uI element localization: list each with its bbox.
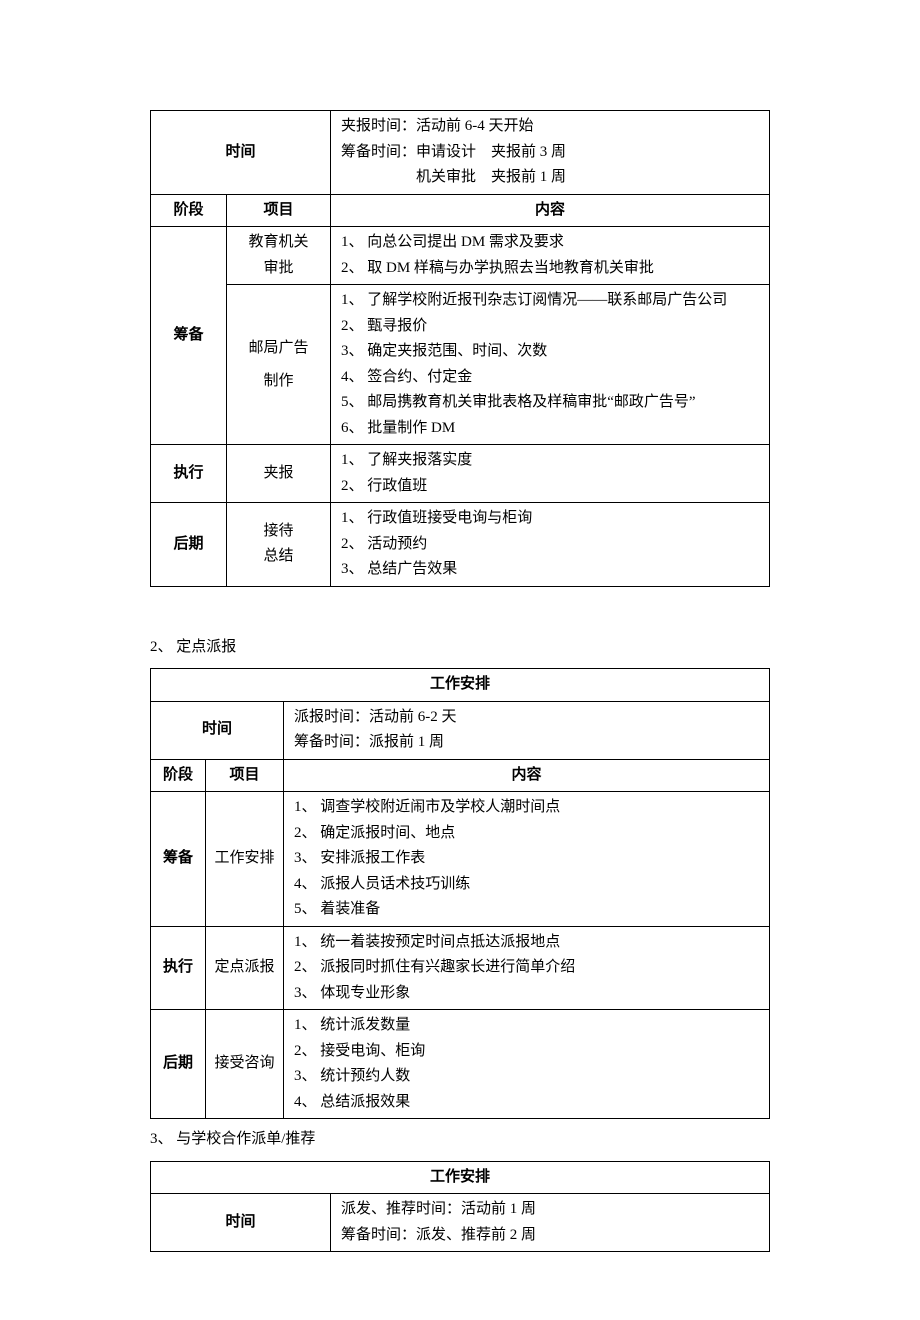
text-line: 机关审批 夹报前 1 周 xyxy=(341,165,761,191)
table-row: 邮局广告 制作 1、 了解学校附近报刊杂志订阅情况——联系邮局广告公司 2、 甄… xyxy=(151,285,770,445)
table-row: 时间 派发、推荐时间：活动前 1 周 筹备时间：派发、推荐前 2 周 xyxy=(151,1194,770,1252)
time-label-cell: 时间 xyxy=(151,1194,331,1252)
text-line: 2、 派报同时抓住有兴趣家长进行简单介绍 xyxy=(294,955,761,981)
section-heading-3: 3、 与学校合作派单/推荐 xyxy=(150,1127,770,1153)
table-row: 执行 定点派报 1、 统一着装按预定时间点抵达派报地点 2、 派报同时抓住有兴趣… xyxy=(151,926,770,1010)
text-line: 2、 确定派报时间、地点 xyxy=(294,821,761,847)
header-item: 项目 xyxy=(206,759,284,792)
content-cell: 1、 统计派发数量 2、 接受电询、柜询 3、 统计预约人数 4、 总结派报效果 xyxy=(284,1010,770,1119)
table-title: 工作安排 xyxy=(151,669,770,702)
item-cell: 接受咨询 xyxy=(206,1010,284,1119)
text-line: 2、 活动预约 xyxy=(341,532,761,558)
content-cell: 1、 调查学校附近闹市及学校人潮时间点 2、 确定派报时间、地点 3、 安排派报… xyxy=(284,792,770,927)
text-line: 2、 甄寻报价 xyxy=(341,314,761,340)
phase-cell: 筹备 xyxy=(151,792,206,927)
text-line: 5、 着装准备 xyxy=(294,897,761,923)
header-item: 项目 xyxy=(227,194,331,227)
phase-cell: 执行 xyxy=(151,445,227,503)
content-cell: 1、 行政值班接受电询与柜询 2、 活动预约 3、 总结广告效果 xyxy=(331,503,770,587)
text-line: 筹备时间：派发、推荐前 2 周 xyxy=(341,1223,761,1249)
phase-cell: 筹备 xyxy=(151,227,227,445)
phase-cell: 后期 xyxy=(151,1010,206,1119)
time-content-cell: 派发、推荐时间：活动前 1 周 筹备时间：派发、推荐前 2 周 xyxy=(331,1194,770,1252)
phase-cell: 后期 xyxy=(151,503,227,587)
text-line: 3、 确定夹报范围、时间、次数 xyxy=(341,339,761,365)
text-line: 3、 统计预约人数 xyxy=(294,1064,761,1090)
header-phase: 阶段 xyxy=(151,759,206,792)
text-line: 派报时间：活动前 6-2 天 xyxy=(294,705,761,731)
time-content-cell: 派报时间：活动前 6-2 天 筹备时间：派报前 1 周 xyxy=(284,701,770,759)
text-line: 1、 调查学校附近闹市及学校人潮时间点 xyxy=(294,795,761,821)
content-cell: 1、 统一着装按预定时间点抵达派报地点 2、 派报同时抓住有兴趣家长进行简单介绍… xyxy=(284,926,770,1010)
text-line: 1、 了解学校附近报刊杂志订阅情况——联系邮局广告公司 xyxy=(341,288,761,314)
text-line: 2、 接受电询、柜询 xyxy=(294,1039,761,1065)
header-content: 内容 xyxy=(331,194,770,227)
table-row: 筹备 教育机关 审批 1、 向总公司提出 DM 需求及要求 2、 取 DM 样稿… xyxy=(151,227,770,285)
text-line: 6、 批量制作 DM xyxy=(341,416,761,442)
time-content-cell: 夹报时间：活动前 6-4 天开始 筹备时间：申请设计 夹报前 3 周 机关审批 … xyxy=(331,111,770,195)
text-line: 4、 派报人员话术技巧训练 xyxy=(294,872,761,898)
table-title: 工作安排 xyxy=(151,1161,770,1194)
item-cell: 工作安排 xyxy=(206,792,284,927)
text-line: 5、 邮局携教育机关审批表格及样稿审批“邮政广告号” xyxy=(341,390,761,416)
text-line: 派发、推荐时间：活动前 1 周 xyxy=(341,1197,761,1223)
section-heading-2: 2、 定点派报 xyxy=(150,635,770,661)
table-row: 工作安排 xyxy=(151,1161,770,1194)
text-line: 2、 取 DM 样稿与办学执照去当地教育机关审批 xyxy=(341,256,761,282)
table-row: 后期 接待 总结 1、 行政值班接受电询与柜询 2、 活动预约 3、 总结广告效… xyxy=(151,503,770,587)
content-cell: 1、 了解夹报落实度 2、 行政值班 xyxy=(331,445,770,503)
text-line: 3、 安排派报工作表 xyxy=(294,846,761,872)
item-cell: 接待 总结 xyxy=(227,503,331,587)
text-line: 筹备时间：申请设计 夹报前 3 周 xyxy=(341,140,761,166)
text-line: 3、 体现专业形象 xyxy=(294,981,761,1007)
table-header-row: 阶段 项目 内容 xyxy=(151,759,770,792)
text-line: 1、 了解夹报落实度 xyxy=(341,448,761,474)
table-row: 时间 派报时间：活动前 6-2 天 筹备时间：派报前 1 周 xyxy=(151,701,770,759)
table-row: 执行 夹报 1、 了解夹报落实度 2、 行政值班 xyxy=(151,445,770,503)
table-2: 工作安排 时间 派报时间：活动前 6-2 天 筹备时间：派报前 1 周 阶段 项… xyxy=(150,668,770,1119)
text-line: 4、 总结派报效果 xyxy=(294,1090,761,1116)
time-label-cell: 时间 xyxy=(151,111,331,195)
header-content: 内容 xyxy=(284,759,770,792)
header-phase: 阶段 xyxy=(151,194,227,227)
text-line: 2、 行政值班 xyxy=(341,474,761,500)
text-line: 1、 行政值班接受电询与柜询 xyxy=(341,506,761,532)
table-row: 后期 接受咨询 1、 统计派发数量 2、 接受电询、柜询 3、 统计预约人数 4… xyxy=(151,1010,770,1119)
table-row: 时间 夹报时间：活动前 6-4 天开始 筹备时间：申请设计 夹报前 3 周 机关… xyxy=(151,111,770,195)
time-label-cell: 时间 xyxy=(151,701,284,759)
item-cell: 定点派报 xyxy=(206,926,284,1010)
phase-cell: 执行 xyxy=(151,926,206,1010)
text-line: 1、 统一着装按预定时间点抵达派报地点 xyxy=(294,930,761,956)
content-cell: 1、 向总公司提出 DM 需求及要求 2、 取 DM 样稿与办学执照去当地教育机… xyxy=(331,227,770,285)
table-row: 工作安排 xyxy=(151,669,770,702)
text-line: 3、 总结广告效果 xyxy=(341,557,761,583)
table-header-row: 阶段 项目 内容 xyxy=(151,194,770,227)
text-line: 1、 向总公司提出 DM 需求及要求 xyxy=(341,230,761,256)
item-cell: 教育机关 审批 xyxy=(227,227,331,285)
item-cell: 邮局广告 制作 xyxy=(227,285,331,445)
table-1: 时间 夹报时间：活动前 6-4 天开始 筹备时间：申请设计 夹报前 3 周 机关… xyxy=(150,110,770,587)
text-line: 夹报时间：活动前 6-4 天开始 xyxy=(341,114,761,140)
text-line: 筹备时间：派报前 1 周 xyxy=(294,730,761,756)
content-cell: 1、 了解学校附近报刊杂志订阅情况——联系邮局广告公司 2、 甄寻报价 3、 确… xyxy=(331,285,770,445)
text-line: 1、 统计派发数量 xyxy=(294,1013,761,1039)
table-row: 筹备 工作安排 1、 调查学校附近闹市及学校人潮时间点 2、 确定派报时间、地点… xyxy=(151,792,770,927)
table-3: 工作安排 时间 派发、推荐时间：活动前 1 周 筹备时间：派发、推荐前 2 周 xyxy=(150,1161,770,1253)
text-line: 4、 签合约、付定金 xyxy=(341,365,761,391)
item-cell: 夹报 xyxy=(227,445,331,503)
